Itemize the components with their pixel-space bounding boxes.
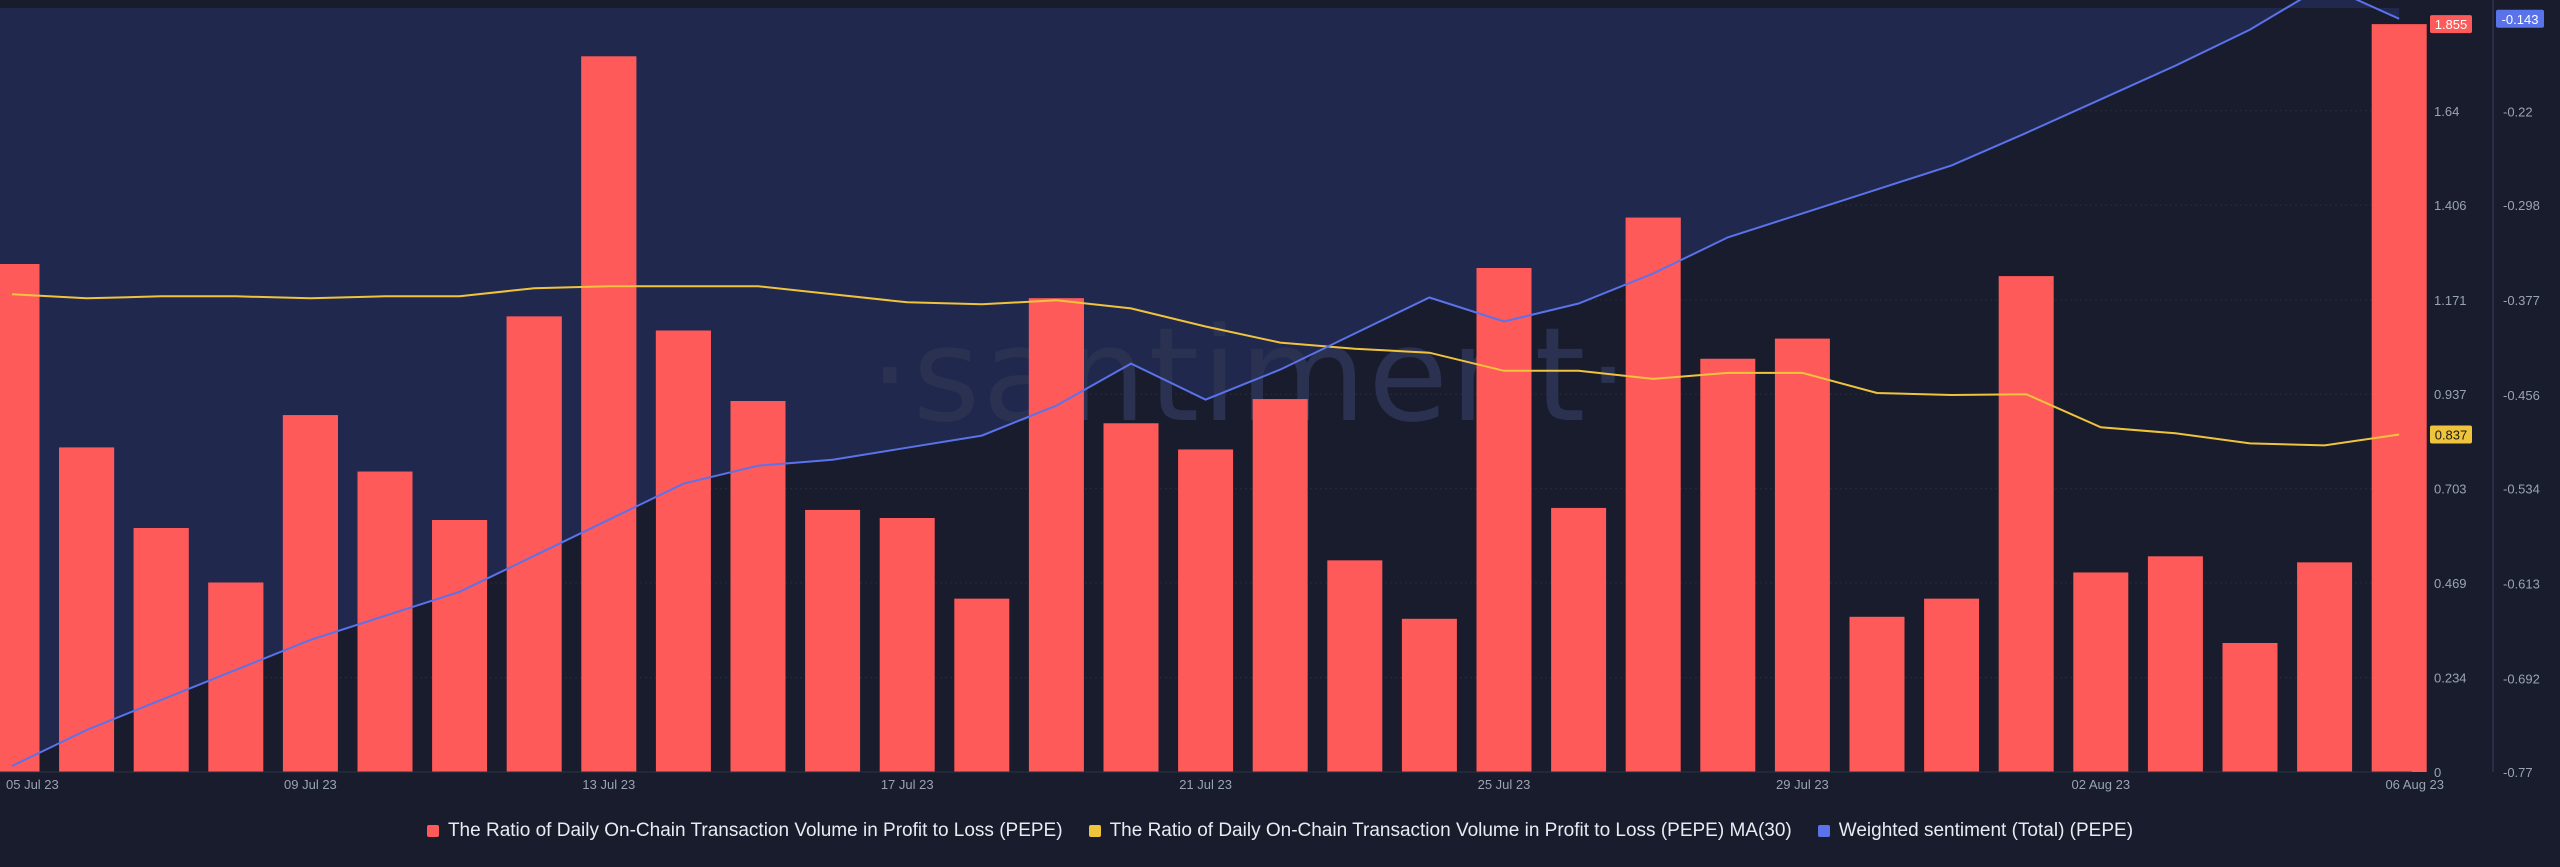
bar [1924, 598, 1980, 772]
bar [655, 330, 711, 772]
bar [2297, 562, 2353, 772]
badge-ratio-label: 1.855 [2435, 17, 2468, 32]
chart-svg: ·santiment·05 Jul 23 09 Jul 23 13 Jul 23 17… [0, 0, 2544, 792]
x-tick-label: 05 Jul 23 [6, 777, 59, 792]
badge-ma30-bg [2430, 425, 2472, 444]
bar [1178, 449, 1234, 772]
x-axis-ticks: 05 Jul 23 09 Jul 23 13 Jul 23 17 Jul 23 21 J… [6, 777, 2444, 792]
right-axis-tick: -0.22 [2503, 104, 2533, 119]
bar [432, 520, 488, 772]
x-tick-label: 25 Jul 23 [1478, 777, 1531, 792]
right-axis-tick: -0.613 [2503, 576, 2540, 591]
bar [1849, 616, 1905, 772]
left-axis-tick: 1.406 [2434, 198, 2467, 213]
left-axis-tick: 0.234 [2434, 671, 2467, 686]
bar [1028, 298, 1084, 772]
bar [879, 518, 935, 772]
bar [282, 415, 338, 772]
bar [1700, 358, 1756, 772]
right-value-axis: -0.77 -0.692 -0.613 -0.534 -0.456 -0.377 -0.29… [2503, 104, 2540, 780]
right-axis-tick: -0.298 [2503, 198, 2540, 213]
right-axis-tick: -0.377 [2503, 293, 2540, 308]
x-tick-label: 02 Aug 23 [2072, 777, 2131, 792]
x-tick-label: 21 Jul 23 [1179, 777, 1232, 792]
bar [1998, 276, 2054, 772]
sentiment-line [11, 0, 2400, 767]
bar [1551, 507, 1607, 772]
legend-item-sentiment[interactable]: Weighted sentiment (Total) (PEPE) [1817, 820, 2134, 842]
bar [1774, 338, 1830, 772]
bar [133, 528, 189, 772]
left-axis-tick: 0.703 [2434, 482, 2467, 497]
badge-ma30: 0.837 [2430, 425, 2472, 444]
right-axis-tick: -0.77 [2503, 765, 2533, 780]
x-tick-label: 29 Jul 23 [1776, 777, 1829, 792]
legend-swatch-ma30 [1088, 825, 1101, 837]
bar [730, 401, 786, 772]
left-axis-tick: 0 [2434, 765, 2441, 780]
legend: The Ratio of Daily On-Chain Transaction … [0, 820, 2560, 842]
bar [59, 447, 115, 772]
right-axis-tick: -0.534 [2503, 482, 2540, 497]
left-value-axis: 0 0.234 0.469 0.703 0.937 1.171 1.406 1.64 [2434, 104, 2467, 780]
legend-swatch-sentiment [1817, 825, 1830, 837]
legend-label-ma30: The Ratio of Daily On-Chain Transaction … [1109, 820, 1792, 841]
badge-ratio: 1.855 [2430, 15, 2472, 34]
bar [1401, 618, 1457, 772]
bar [1252, 399, 1308, 772]
line-series [11, 0, 2400, 767]
badge-sentiment-bg [2496, 9, 2544, 28]
ma30-line [11, 285, 2400, 447]
bar [2147, 556, 2203, 772]
bar [1327, 560, 1383, 772]
legend-item-ma30[interactable]: The Ratio of Daily On-Chain Transaction … [1088, 820, 1792, 842]
bar [0, 264, 40, 772]
badge-ratio-bg [2430, 15, 2472, 34]
right-axis-tick: -0.692 [2503, 671, 2540, 686]
x-tick-label: 06 Aug 23 [2385, 777, 2444, 792]
bar [581, 56, 637, 773]
left-axis-tick: 1.64 [2434, 104, 2459, 119]
bar [506, 316, 562, 772]
x-tick-label: 09 Jul 23 [284, 777, 337, 792]
left-axis-tick: 0.937 [2434, 387, 2467, 402]
bar [1625, 217, 1681, 773]
legend-label-sentiment: Weighted sentiment (Total) (PEPE) [1838, 820, 2134, 841]
legend-item-ratio[interactable]: The Ratio of Daily On-Chain Transaction … [426, 820, 1063, 842]
legend-swatch-ratio [426, 825, 439, 837]
badge-sentiment-label: -0.143 [2502, 12, 2539, 27]
bar [2222, 642, 2278, 772]
bar [1103, 423, 1159, 772]
bar [954, 598, 1010, 772]
bar [805, 509, 861, 772]
left-axis-tick: 0.469 [2434, 576, 2467, 591]
left-axis-tick: 1.171 [2434, 293, 2467, 308]
badge-ma30-label: 0.837 [2435, 428, 2468, 443]
bar [1476, 268, 1532, 772]
x-tick-label: 17 Jul 23 [881, 777, 934, 792]
x-tick-label: 13 Jul 23 [582, 777, 635, 792]
right-axis-tick: -0.456 [2503, 388, 2540, 403]
legend-label-ratio: The Ratio of Daily On-Chain Transaction … [447, 820, 1063, 841]
badge-sentiment: -0.143 [2496, 9, 2544, 28]
bar [2073, 572, 2129, 772]
bar-series [0, 24, 2427, 773]
bar [2371, 24, 2427, 773]
